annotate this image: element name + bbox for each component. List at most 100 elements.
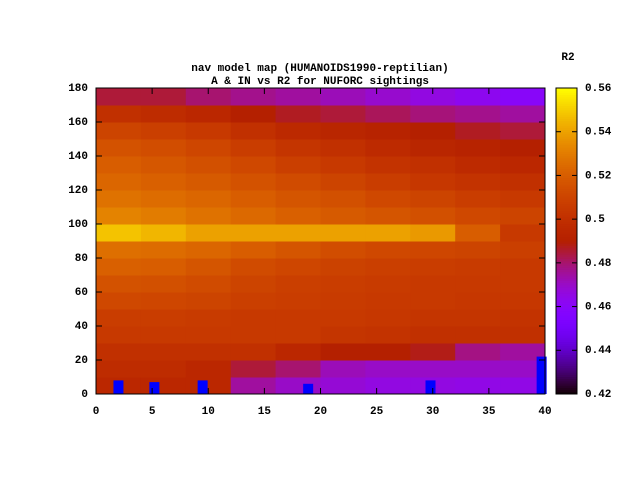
heatmap-cell bbox=[365, 156, 411, 174]
colorbar-step bbox=[556, 227, 577, 231]
colorbar-step bbox=[556, 230, 577, 233]
heatmap-cell bbox=[185, 241, 232, 259]
colorbar-step bbox=[556, 300, 577, 303]
heatmap-cell bbox=[230, 224, 277, 242]
heatmap-cell bbox=[275, 173, 321, 191]
heatmap-cell bbox=[455, 377, 501, 395]
heatmap-cell bbox=[140, 275, 187, 293]
heatmap-cell bbox=[275, 258, 321, 276]
heatmap-cell bbox=[185, 156, 232, 174]
heatmap-cell bbox=[365, 139, 411, 157]
heatmap-cell bbox=[185, 173, 232, 191]
heatmap-cells bbox=[96, 88, 577, 395]
y-tick-label: 60 bbox=[75, 287, 88, 299]
heatmap-cell bbox=[455, 292, 501, 310]
colorbar-step bbox=[556, 238, 577, 242]
heatmap-cell bbox=[275, 88, 321, 106]
colorbar-step bbox=[556, 241, 577, 244]
heatmap-cell bbox=[365, 258, 411, 276]
y-tick-label: 120 bbox=[68, 185, 88, 197]
heatmap-cell bbox=[500, 241, 546, 259]
heatmap-cell bbox=[140, 88, 187, 106]
marker bbox=[425, 380, 436, 394]
heatmap-cell bbox=[320, 105, 366, 123]
heatmap-cell bbox=[500, 156, 546, 174]
heatmap-cell bbox=[96, 105, 142, 123]
heatmap-cell bbox=[185, 88, 232, 106]
heatmap-cell bbox=[455, 258, 501, 276]
heatmap-cell bbox=[500, 122, 546, 140]
colorbar-step bbox=[556, 361, 577, 364]
colorbar-step bbox=[556, 326, 577, 329]
colorbar-frame bbox=[555, 87, 578, 395]
heatmap-cell bbox=[275, 292, 321, 310]
colorbar-step bbox=[556, 310, 577, 314]
colorbar-step bbox=[556, 109, 577, 113]
colorbar-step bbox=[556, 297, 577, 301]
heatmap-cell bbox=[455, 173, 501, 191]
heatmap-cell bbox=[455, 343, 501, 361]
heatmap-cell bbox=[96, 122, 142, 140]
colorbar-step bbox=[556, 199, 577, 203]
colorbar-step bbox=[556, 160, 577, 163]
heatmap-cell bbox=[365, 343, 411, 361]
colorbar-step bbox=[556, 291, 577, 294]
heatmap-cell bbox=[365, 173, 411, 191]
heatmap-cell bbox=[455, 122, 501, 140]
heatmap-cell bbox=[140, 360, 187, 378]
heatmap-cell bbox=[500, 88, 546, 106]
heatmap-cell bbox=[410, 224, 456, 242]
colorbar-step bbox=[556, 162, 577, 165]
colorbar-step bbox=[556, 282, 577, 286]
colorbar-step bbox=[556, 295, 577, 299]
colorbar-step bbox=[556, 155, 577, 159]
colorbar-step bbox=[556, 389, 577, 393]
heatmap-cell bbox=[230, 241, 277, 259]
heatmap-cell bbox=[140, 241, 187, 259]
colorbar-label: R2 bbox=[561, 52, 574, 64]
heatmap-cell bbox=[185, 139, 232, 157]
colorbar-step bbox=[556, 188, 577, 192]
colorbar-step bbox=[556, 273, 577, 277]
heatmap-cell bbox=[410, 241, 456, 259]
y-tick-label: 180 bbox=[68, 83, 88, 95]
colorbar-step bbox=[556, 369, 577, 373]
heatmap-cell bbox=[140, 122, 187, 140]
heatmap-cell bbox=[455, 88, 501, 106]
marker bbox=[149, 382, 160, 394]
colorbar-step bbox=[556, 179, 577, 183]
colorbar-step bbox=[556, 359, 577, 362]
heatmap-cell bbox=[230, 292, 277, 310]
colorbar-step bbox=[556, 133, 577, 137]
heatmap-cell bbox=[500, 343, 546, 361]
colorbar-step bbox=[556, 212, 577, 216]
heatmap-cell bbox=[320, 343, 366, 361]
colorbar-step bbox=[556, 334, 577, 338]
colorbar-step bbox=[556, 376, 577, 380]
heatmap-cell bbox=[96, 343, 142, 361]
colorbar-step bbox=[556, 149, 577, 152]
heatmap-cell bbox=[365, 122, 411, 140]
colorbar-step bbox=[556, 315, 577, 318]
heatmap-cell bbox=[140, 105, 187, 123]
colorbar-step bbox=[556, 214, 577, 218]
heatmap-cell bbox=[365, 309, 411, 327]
heatmap-cell bbox=[96, 292, 142, 310]
colorbar-step bbox=[556, 197, 577, 200]
colorbar-step bbox=[556, 181, 577, 185]
colorbar-step bbox=[556, 249, 577, 253]
heatmap-cell bbox=[140, 224, 187, 242]
colorbar-step bbox=[556, 275, 577, 279]
heatmap-cell bbox=[275, 275, 321, 293]
heatmap-cell bbox=[365, 105, 411, 123]
y-tick-label: 0 bbox=[81, 389, 88, 401]
colorbar-step bbox=[556, 116, 577, 120]
colorbar-step bbox=[556, 164, 577, 168]
colorbar-step bbox=[556, 345, 577, 349]
colorbar-step bbox=[556, 94, 577, 98]
colorbar-step bbox=[556, 317, 577, 321]
heatmap-cell bbox=[96, 241, 142, 259]
heatmap-cell bbox=[320, 377, 366, 395]
heatmap-cell bbox=[230, 122, 277, 140]
colorbar-step bbox=[556, 125, 577, 128]
